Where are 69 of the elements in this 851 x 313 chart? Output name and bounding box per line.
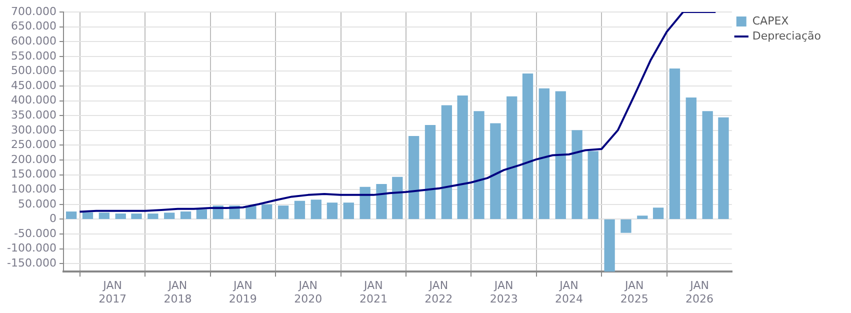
bar	[360, 186, 370, 220]
bar	[115, 214, 126, 220]
y-tick-label: 700.000	[10, 4, 56, 18]
bar	[131, 214, 142, 220]
bar	[555, 91, 566, 220]
x-tick-label: JAN 2026	[686, 279, 714, 306]
y-tick-label: 500.000	[10, 64, 56, 78]
bar	[376, 184, 387, 220]
bar	[604, 219, 615, 272]
y-tick-label: 200.000	[10, 152, 56, 166]
x-tick-label: JAN 2018	[164, 279, 192, 306]
y-tick-label: 600.000	[10, 34, 56, 48]
legend-label: Depreciação	[752, 29, 822, 42]
bar	[522, 74, 534, 220]
x-tick-label: JAN 2019	[228, 279, 257, 306]
bar	[718, 117, 729, 220]
y-tick-label: -50.000	[14, 226, 56, 240]
bar	[457, 95, 468, 220]
bar	[572, 130, 582, 220]
bar	[392, 176, 403, 220]
y-tick-label: 250.000	[10, 138, 56, 152]
bar	[408, 136, 420, 220]
bar	[490, 123, 501, 220]
bar	[294, 200, 306, 220]
bar	[702, 111, 713, 220]
x-tick-label: JAN 2025	[620, 279, 648, 306]
bar	[538, 88, 550, 220]
bar	[180, 211, 192, 220]
bar	[424, 125, 436, 220]
bar	[246, 206, 256, 220]
bar	[669, 68, 680, 220]
y-tick-label: -100.000	[6, 242, 56, 255]
x-tick-label: JAN 2024	[555, 279, 584, 306]
bar	[474, 111, 484, 220]
y-tick-label: 300.000	[10, 123, 56, 136]
bar	[278, 206, 289, 220]
y-tick-label: 50.000	[18, 197, 56, 210]
bar	[588, 151, 598, 220]
bar	[310, 200, 322, 220]
bar	[164, 212, 175, 220]
y-tick-label: 400.000	[10, 94, 56, 107]
x-tick-label: JAN 2020	[294, 279, 322, 306]
bar	[262, 204, 272, 220]
bar	[686, 98, 696, 220]
x-tick-label: JAN 2021	[359, 279, 388, 306]
bar	[98, 212, 110, 220]
y-tick-label: 350.000	[10, 108, 56, 122]
bar	[506, 96, 518, 220]
bar	[441, 105, 452, 220]
bar	[620, 219, 632, 233]
y-tick-label: 0	[49, 212, 56, 226]
bar	[326, 202, 338, 220]
bar	[66, 211, 77, 220]
bar	[652, 208, 664, 220]
bar	[343, 202, 354, 220]
x-tick-label: JAN 2022	[424, 279, 453, 306]
x-tick-label: JAN 2023	[490, 279, 518, 306]
legend-label: CAPEX	[752, 14, 790, 28]
y-tick-label: -150.000	[6, 256, 56, 270]
y-tick-label: 550.000	[10, 49, 56, 62]
y-tick-label: 100.000	[10, 182, 56, 196]
y-tick-label: 150.000	[10, 168, 56, 181]
x-tick-label: JAN 2017	[98, 279, 127, 306]
bar	[148, 214, 158, 220]
y-tick-label: 650.000	[10, 20, 56, 33]
bar	[82, 212, 94, 220]
y-tick-label: 450.000	[10, 78, 56, 92]
bar	[637, 216, 648, 220]
bar	[196, 209, 208, 220]
